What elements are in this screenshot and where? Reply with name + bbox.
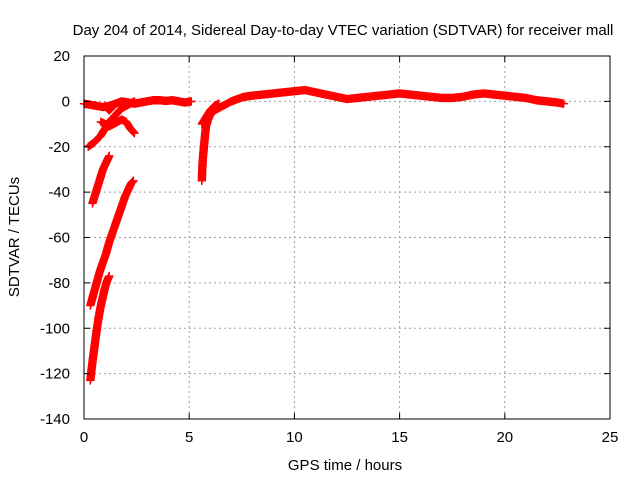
x-tick-label: 5 [185,429,193,446]
y-axis-ticks: -140 -120 -100 -80 -60 -40 -20 0 20 [40,48,610,428]
y-tick-label: -60 [48,230,70,247]
x-tick-label: 10 [286,429,303,446]
data-point [109,101,118,111]
data-point [108,102,117,111]
data-point [187,97,196,106]
data-point [127,178,137,187]
y-tick-label: -100 [40,320,70,337]
x-axis-label: GPS time / hours [288,457,402,474]
data-marks [79,85,568,385]
y-tick-label: -40 [48,184,70,201]
plot-frame [83,55,611,420]
data-point [129,128,138,137]
data-point [130,97,139,106]
data-point [105,271,114,281]
y-tick-label: -120 [40,366,70,383]
x-axis-ticks: 0 5 10 15 20 25 [80,56,619,446]
y-tick-label: -20 [48,139,70,156]
grid [84,56,610,419]
y-tick-label: 0 [62,93,70,110]
x-tick-label: 25 [602,429,619,446]
data-point [129,176,138,185]
y-tick-label: -80 [48,275,70,292]
data-point [130,128,139,138]
y-tick-label: -140 [40,411,70,428]
x-tick-label: 0 [80,429,88,446]
data-point [107,103,117,112]
x-tick-label: 15 [391,429,408,446]
y-axis-label: SDTVAR / TECUs [6,177,23,297]
x-tick-label: 20 [496,429,513,446]
data-point [559,99,568,108]
chart-title: Day 204 of 2014, Sidereal Day-to-day VTE… [73,22,614,39]
y-tick-label: 20 [53,48,70,65]
data-point [128,177,137,186]
data-point [128,127,138,136]
data-point [214,99,223,108]
data-point [105,151,114,161]
